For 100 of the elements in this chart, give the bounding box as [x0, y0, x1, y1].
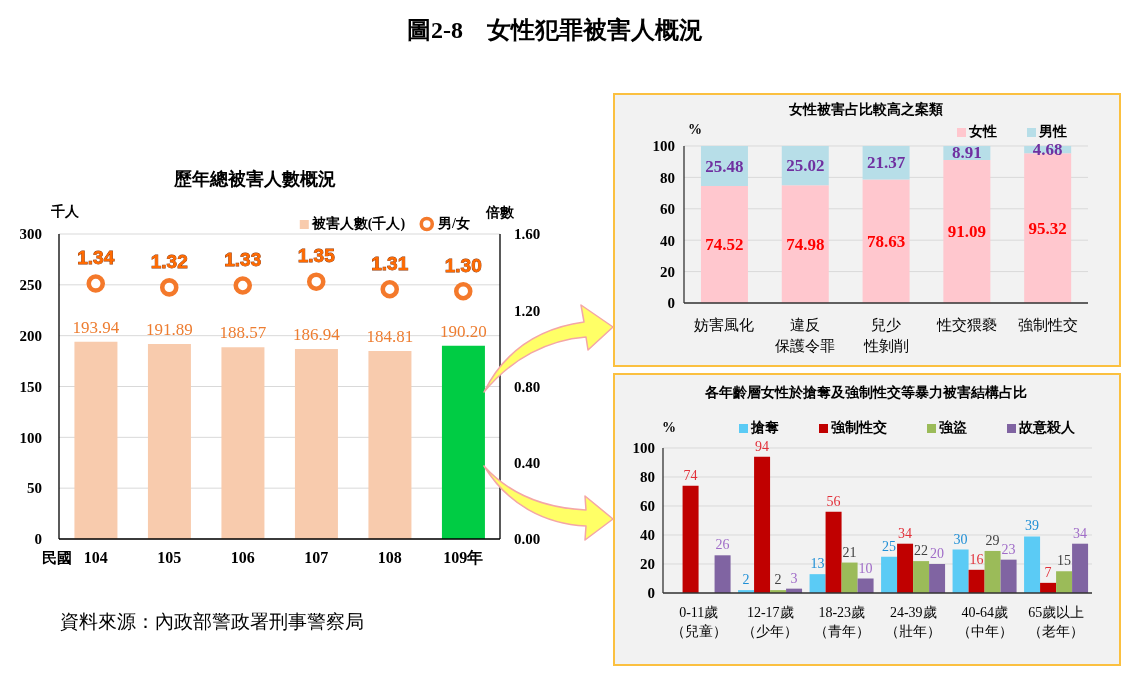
point — [233, 276, 253, 295]
point — [453, 281, 473, 301]
y2-tick-label: 0.00 — [514, 531, 541, 548]
data-label: 1.33 — [224, 248, 262, 270]
bar — [825, 511, 842, 593]
bar — [897, 543, 914, 593]
data-label: 1.32 — [150, 250, 188, 272]
x-tick-label: 妨害風化 — [694, 316, 755, 333]
data-label: 39 — [1025, 518, 1040, 534]
chart-title: 歷年總被害人數概況 — [174, 169, 336, 191]
y-axis-title: % — [688, 121, 702, 139]
data-label: 25.02 — [786, 156, 825, 176]
y-tick-label: 0 — [34, 531, 42, 548]
data-label: 4.68 — [1032, 140, 1063, 160]
legend-label: 男/女 — [438, 215, 470, 233]
bar — [1072, 543, 1089, 593]
data-label: 3 — [790, 570, 798, 586]
bar — [881, 556, 898, 593]
source-note: 資料來源：內政部警政署刑事警察局 — [60, 610, 364, 634]
data-label: 25.48 — [705, 156, 744, 176]
data-label: 2 — [742, 572, 750, 588]
chart-title: 女性被害占比較高之案類 — [789, 101, 943, 119]
legend-label: 搶奪 — [751, 419, 779, 437]
data-label: 20 — [930, 546, 945, 561]
x-tick-label: 105 — [157, 549, 182, 567]
bar — [913, 561, 930, 593]
x-axis-title: 民國 — [42, 549, 72, 567]
bar — [952, 549, 969, 593]
bar — [862, 179, 910, 303]
y2-tick-label: 0.40 — [514, 455, 541, 472]
data-label: 26 — [715, 537, 730, 553]
data-label: 8.91 — [951, 143, 982, 163]
bar — [857, 578, 874, 593]
data-label: 15 — [1057, 553, 1072, 569]
y-tick-label: 200 — [19, 327, 42, 344]
y-tick-label: 150 — [19, 378, 42, 395]
data-label: 7 — [1044, 564, 1052, 580]
chart-title: 各年齡層女性於搶奪及強制性交等暴力被害結構占比 — [705, 384, 1027, 402]
y2-tick-label: 1.20 — [514, 302, 541, 319]
legend-label: 男性 — [1039, 123, 1067, 141]
data-label: 188.57 — [219, 323, 267, 343]
y-tick-label: 20 — [640, 556, 655, 573]
bar — [1024, 153, 1072, 303]
bar — [809, 574, 826, 593]
y-tick-label: 100 — [652, 138, 675, 155]
data-label: 193.94 — [72, 317, 120, 337]
y-tick-label: 40 — [640, 527, 655, 544]
data-label: 29 — [985, 532, 1000, 548]
bar — [754, 456, 771, 593]
legend-label: 強制性交 — [831, 419, 887, 437]
bar — [781, 185, 829, 303]
caption: 圖2-8 女性犯罪被害人概況 — [407, 15, 703, 45]
legend-label: 故意殺人 — [1019, 419, 1075, 437]
data-label: 1.35 — [297, 245, 336, 267]
data-label: 21.37 — [866, 153, 906, 173]
data-label: 186.94 — [293, 324, 341, 344]
y-axis-title: % — [662, 419, 676, 437]
x-tick-label: 109年 — [443, 549, 484, 567]
point — [159, 278, 179, 297]
x-tick-label: 0-11歲（兒童） — [670, 604, 727, 639]
x-tick-label: 兒少性剝削 — [862, 316, 909, 355]
data-label: 95.32 — [1028, 218, 1067, 238]
data-label: 56 — [826, 493, 841, 509]
bar — [943, 159, 991, 303]
data-label: 91.09 — [947, 221, 986, 241]
y-tick-label: 60 — [640, 498, 655, 515]
x-tick-label: 40-64歲（中年） — [956, 604, 1013, 639]
y-tick-label: 100 — [19, 429, 42, 446]
y-tick-label: 250 — [19, 277, 42, 294]
data-label: 74 — [683, 467, 698, 483]
legend-label: 女性 — [969, 123, 997, 141]
y2-axis-title: 倍數 — [486, 204, 514, 222]
x-tick-label: 65歲以上（老年） — [1028, 604, 1085, 639]
bar — [1056, 571, 1073, 593]
point — [86, 274, 106, 293]
bar — [984, 550, 1001, 593]
point — [306, 272, 326, 291]
data-label: 74.52 — [705, 235, 744, 254]
legend-label: 被害人數(千人) — [311, 215, 406, 233]
bar — [714, 555, 731, 593]
x-tick-label: 108 — [377, 549, 402, 567]
data-label: 25 — [882, 538, 897, 554]
data-label: 34 — [898, 525, 913, 541]
x-tick-label: 18-23歲（青年） — [813, 604, 870, 639]
x-tick-label: 性交猥褻 — [935, 316, 997, 333]
data-label: 34 — [1073, 525, 1088, 541]
y-tick-label: 40 — [660, 232, 675, 249]
legend-label: 強盜 — [939, 419, 967, 437]
data-label: 191.89 — [146, 319, 193, 339]
data-label: 13 — [810, 556, 825, 572]
data-label: 22 — [914, 543, 929, 559]
y-tick-label: 0 — [667, 295, 675, 312]
x-tick-label: 106 — [230, 549, 255, 567]
y2-tick-label: 0.80 — [514, 378, 541, 395]
data-label: 30 — [953, 531, 968, 547]
y-tick-label: 80 — [660, 169, 675, 186]
y-tick-label: 60 — [660, 201, 675, 218]
x-tick-label: 違反保護令罪 — [775, 316, 836, 355]
data-label: 21 — [842, 544, 857, 560]
x-tick-label: 24-39歲（壯年） — [885, 604, 942, 639]
